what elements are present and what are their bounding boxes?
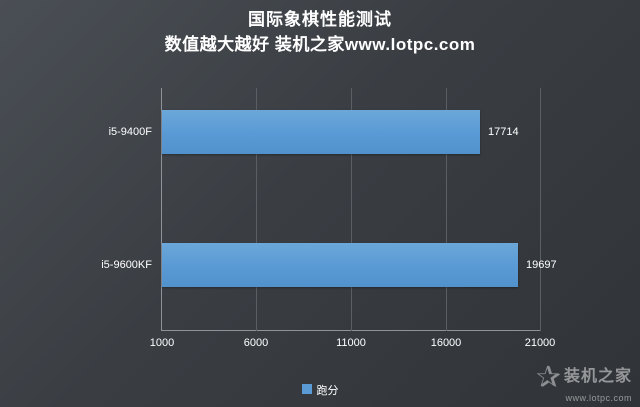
bar-value-label: 19697 <box>526 259 557 271</box>
legend-label[interactable]: 跑分 <box>316 385 339 397</box>
bar-i5-9400f[interactable] <box>162 110 480 154</box>
category-label: i5-9400F <box>108 126 152 138</box>
chart-title-block: 国际象棋性能测试 数值越大越好 装机之家www.lotpc.com <box>0 8 640 58</box>
chart-subtitle: 数值越大越好 装机之家www.lotpc.com <box>164 35 476 54</box>
chart-legend: 跑分 <box>0 382 640 398</box>
gridline-11000 <box>351 88 352 331</box>
legend-swatch-icon <box>301 383 312 394</box>
bar-i5-9600kf[interactable] <box>162 243 518 287</box>
x-tick-label: 1000 <box>149 337 175 349</box>
gridline-21000 <box>540 88 541 331</box>
category-label: i5-9600KF <box>101 259 152 271</box>
chart-title: 国际象棋性能测试 <box>248 10 392 29</box>
x-tick-label: 21000 <box>524 337 556 349</box>
x-tick-label: 6000 <box>243 337 269 349</box>
x-tick-label: 16000 <box>430 337 462 349</box>
plot-area: i5-9400F 17714 i5-9600KF 19697 1000 6000… <box>101 88 557 349</box>
gridline-6000 <box>256 88 257 331</box>
gridline-16000 <box>446 88 447 331</box>
x-tick-label: 11000 <box>336 337 366 349</box>
y-axis-line <box>161 88 162 331</box>
bar-value-label: 17714 <box>488 126 519 138</box>
